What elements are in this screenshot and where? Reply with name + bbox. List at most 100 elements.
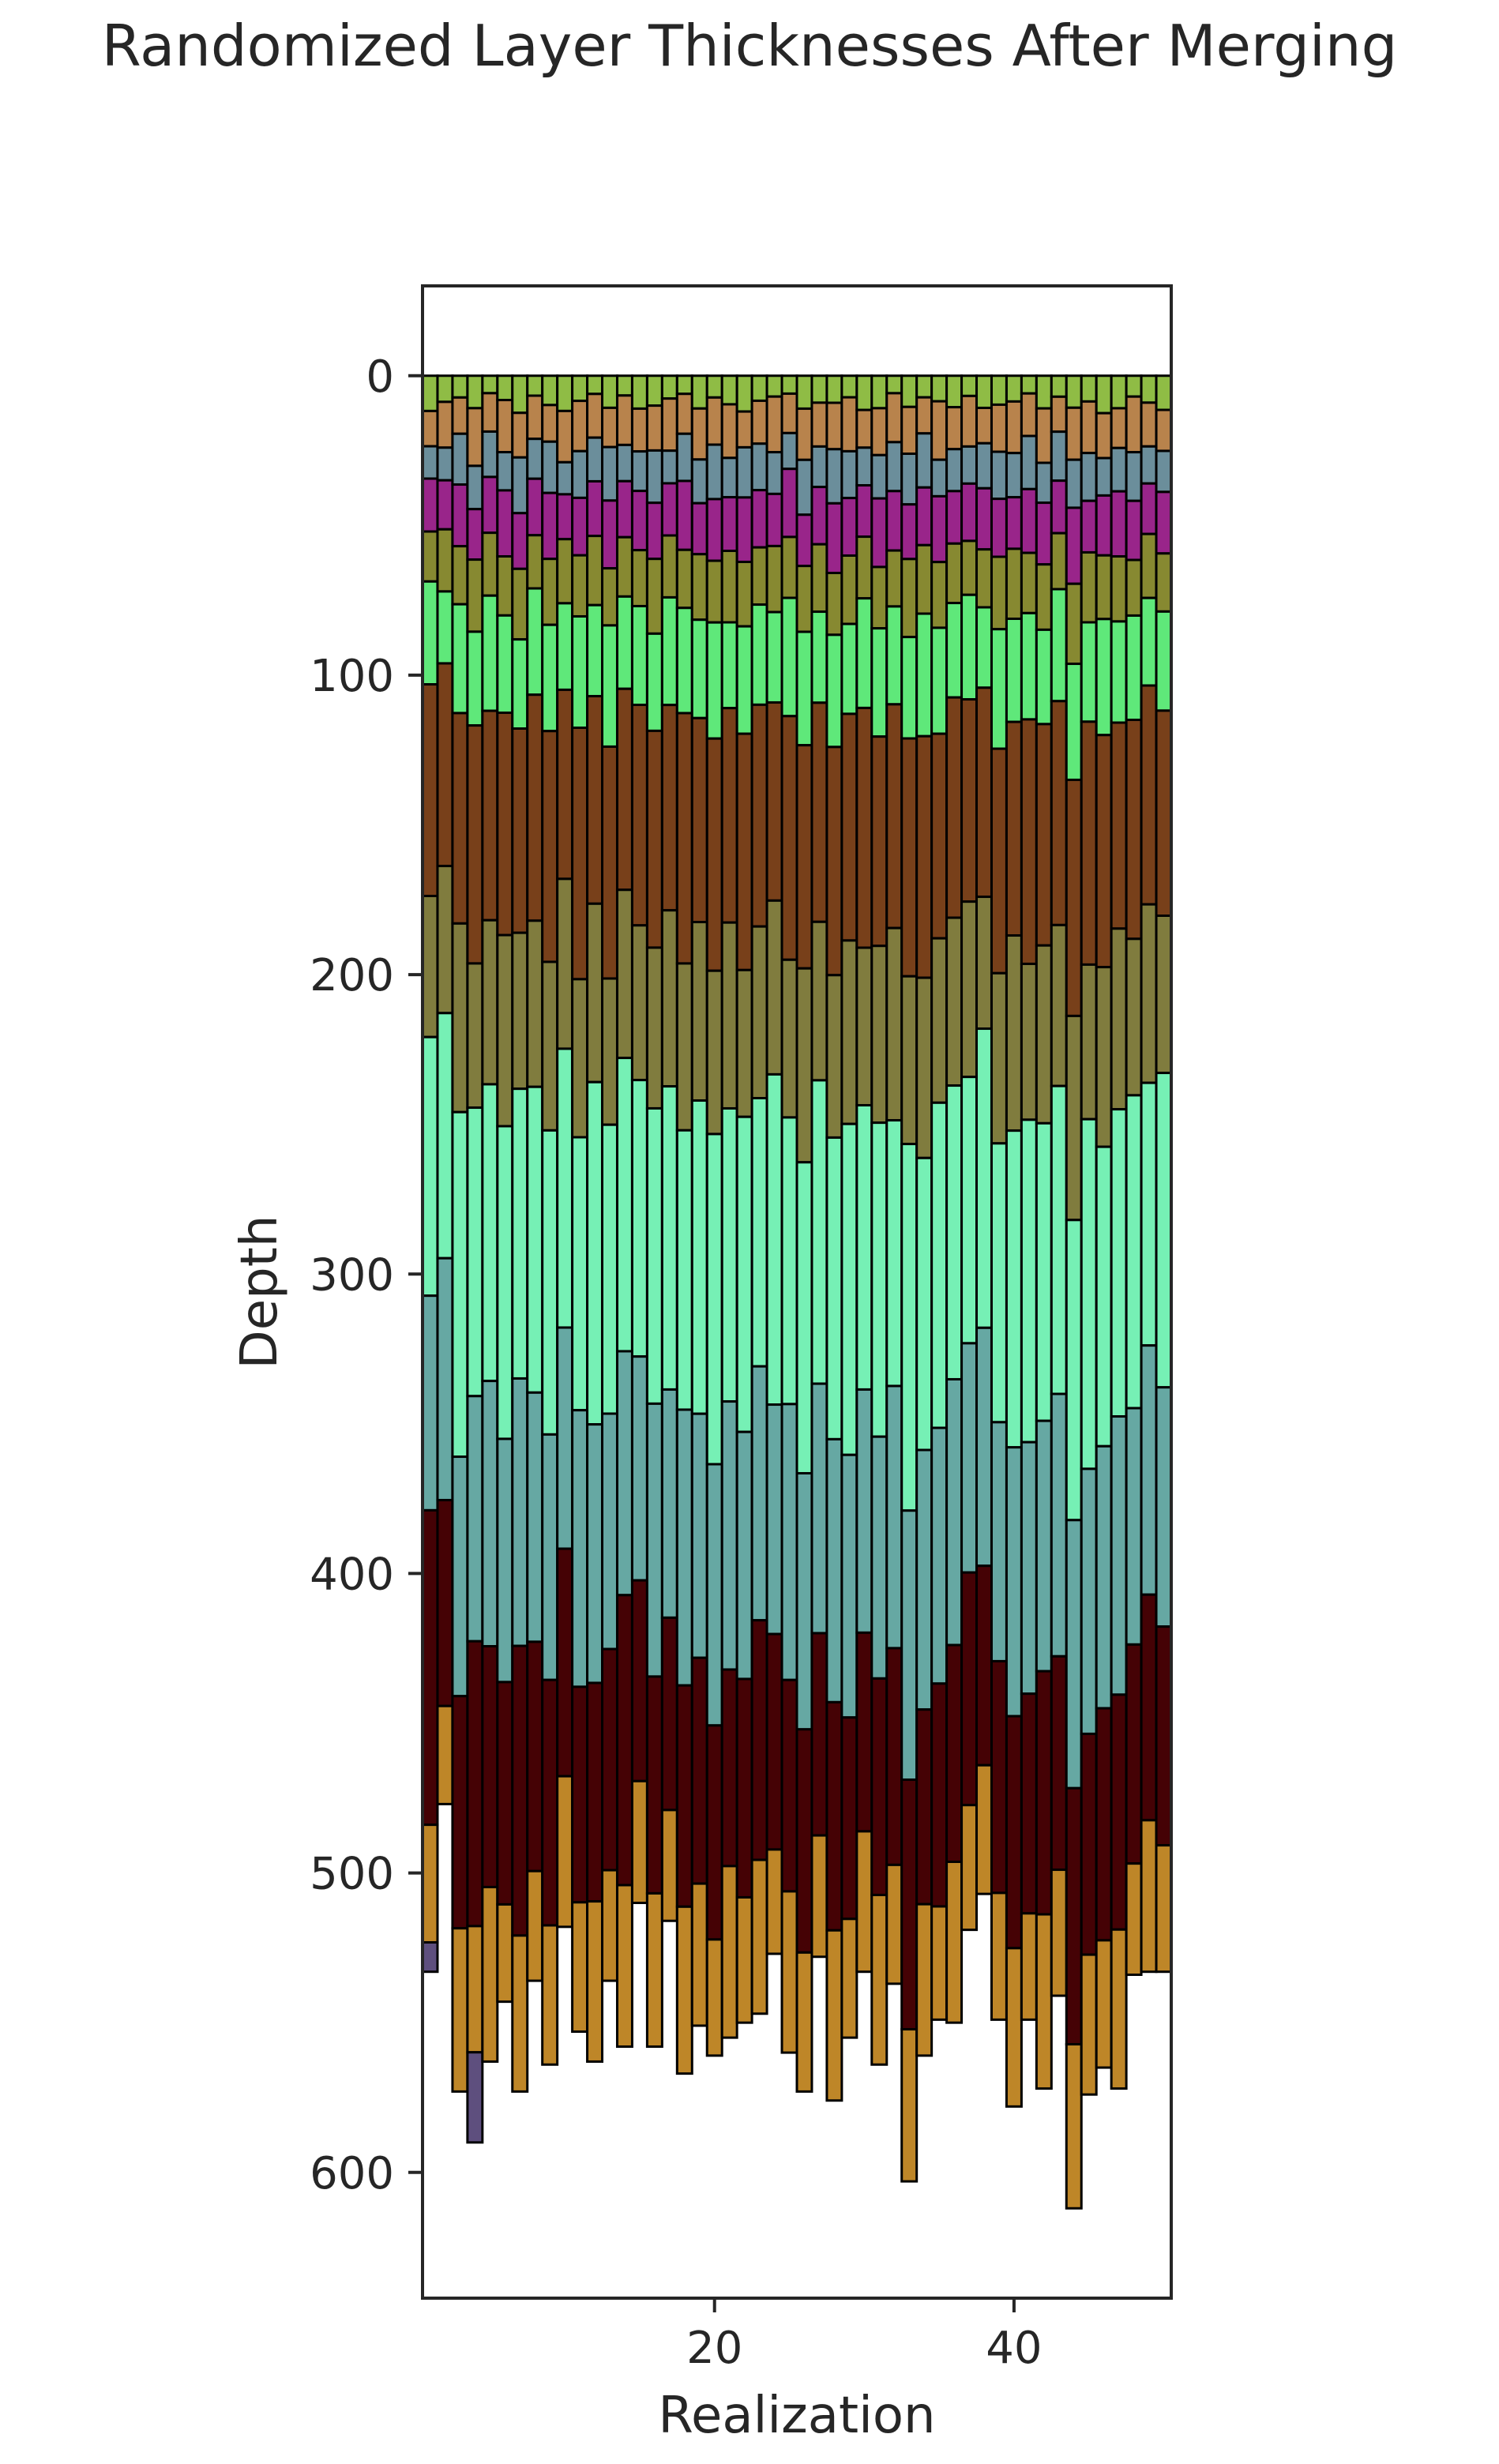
- bar-segment: [421, 1824, 439, 1944]
- bar-segment: [511, 567, 529, 641]
- bar-segment: [466, 630, 484, 727]
- bar-segment: [900, 453, 919, 506]
- bar-segment: [1050, 479, 1068, 535]
- bar-segment: [690, 374, 708, 410]
- bar-segment: [765, 899, 783, 1076]
- bar-segment: [1155, 490, 1173, 555]
- bar-segment: [690, 407, 708, 461]
- bar-segment: [720, 456, 738, 499]
- bar-segment: [1125, 451, 1143, 502]
- bar-segment: [735, 1895, 753, 2024]
- bar-segment: [421, 1940, 439, 1974]
- bar-segment: [780, 468, 798, 539]
- bar-segment: [451, 374, 469, 399]
- bar-segment: [900, 1509, 919, 1781]
- bar-segment: [496, 374, 514, 402]
- bar-segment: [825, 374, 843, 404]
- bar-segment: [720, 921, 738, 1110]
- bar-segment: [1155, 449, 1173, 494]
- bar-segment: [511, 931, 529, 1091]
- bar-segment: [1110, 927, 1128, 1111]
- bar-segment: [660, 1085, 678, 1391]
- bar-segment: [1020, 1692, 1038, 1915]
- bar-segment: [630, 1779, 648, 1904]
- bar-segment: [735, 496, 753, 563]
- bar-segment: [1080, 1732, 1098, 1956]
- bar-segment: [511, 512, 529, 570]
- bar-segment: [466, 962, 484, 1110]
- bar-segment: [675, 607, 693, 715]
- bar-segment: [645, 729, 663, 949]
- bar-segment: [765, 701, 783, 902]
- bar-segment: [795, 513, 813, 568]
- bar-segment: [481, 1885, 499, 2063]
- bar-segment: [720, 374, 738, 406]
- bar-segment: [436, 1704, 454, 1805]
- bar-segment: [810, 374, 828, 404]
- bar-segment: [481, 430, 499, 479]
- bar-segment: [765, 544, 783, 614]
- bar-segment: [645, 632, 663, 732]
- bar-segment: [750, 374, 768, 402]
- bar-segment: [675, 1129, 693, 1411]
- bar-segment: [825, 1136, 843, 1440]
- bar-segment: [765, 610, 783, 704]
- bar-segment: [855, 374, 873, 411]
- bar-segment: [1050, 430, 1068, 483]
- plot-frame: [421, 284, 1173, 2300]
- y-tick-label: 0: [366, 351, 394, 403]
- bar-segment: [451, 1695, 469, 1930]
- bar-segment: [1110, 1928, 1128, 2090]
- bar-segment: [1155, 552, 1173, 613]
- bar-segment: [1050, 1392, 1068, 1658]
- bar-segment: [451, 1927, 469, 2093]
- bar-segment: [541, 558, 559, 626]
- bars-layer: [421, 374, 1173, 2210]
- bar-segment: [451, 1455, 469, 1698]
- bar-segment: [601, 1412, 618, 1651]
- bar-segment: [586, 1900, 604, 2063]
- bar-segment: [960, 593, 979, 701]
- bar-segment: [660, 374, 678, 400]
- bar-segment: [496, 1681, 514, 1906]
- bar-segment: [1005, 1715, 1023, 1950]
- bar-segment: [1140, 1593, 1158, 1822]
- bar-segment: [960, 482, 979, 543]
- bar-segment: [915, 374, 934, 399]
- bar-segment: [870, 735, 889, 948]
- bar-segment: [645, 1675, 663, 1895]
- bar-segment: [466, 2051, 484, 2144]
- bar-segment: [870, 374, 889, 410]
- bar-segment: [586, 1423, 604, 1685]
- bar-segment: [720, 403, 738, 460]
- bar-segment: [511, 456, 529, 515]
- bar-segment: [750, 925, 768, 1100]
- bar-segment: [735, 1677, 753, 1899]
- bar-segment: [615, 1594, 633, 1887]
- bar-segment: [1125, 499, 1143, 562]
- bar-segment: [1080, 1117, 1098, 1471]
- bar-segment: [511, 374, 529, 415]
- bar-segment: [571, 1409, 589, 1688]
- bar-segment: [586, 535, 604, 607]
- bar-segment: [481, 531, 499, 597]
- bar-segment: [825, 401, 843, 451]
- bar-segment: [915, 396, 934, 435]
- bar-segment: [645, 404, 663, 452]
- bar-segment: [1140, 532, 1158, 599]
- bar-segment: [795, 565, 813, 633]
- bar-segment: [900, 558, 919, 639]
- bar-segment: [780, 1403, 798, 1681]
- bar-segment: [960, 1342, 979, 1574]
- bar-segment: [975, 686, 993, 899]
- bar-segment: [586, 1080, 604, 1426]
- bar-segment: [660, 1809, 678, 1922]
- bar-segment: [481, 1380, 499, 1648]
- bar-segment: [601, 1647, 618, 1872]
- bar-segment: [705, 498, 723, 562]
- bar-segment: [630, 1579, 648, 1782]
- bar-segment: [556, 877, 574, 1050]
- bar-segment: [885, 549, 904, 608]
- bar-segment: [1155, 1625, 1173, 1847]
- bar-segment: [840, 396, 858, 453]
